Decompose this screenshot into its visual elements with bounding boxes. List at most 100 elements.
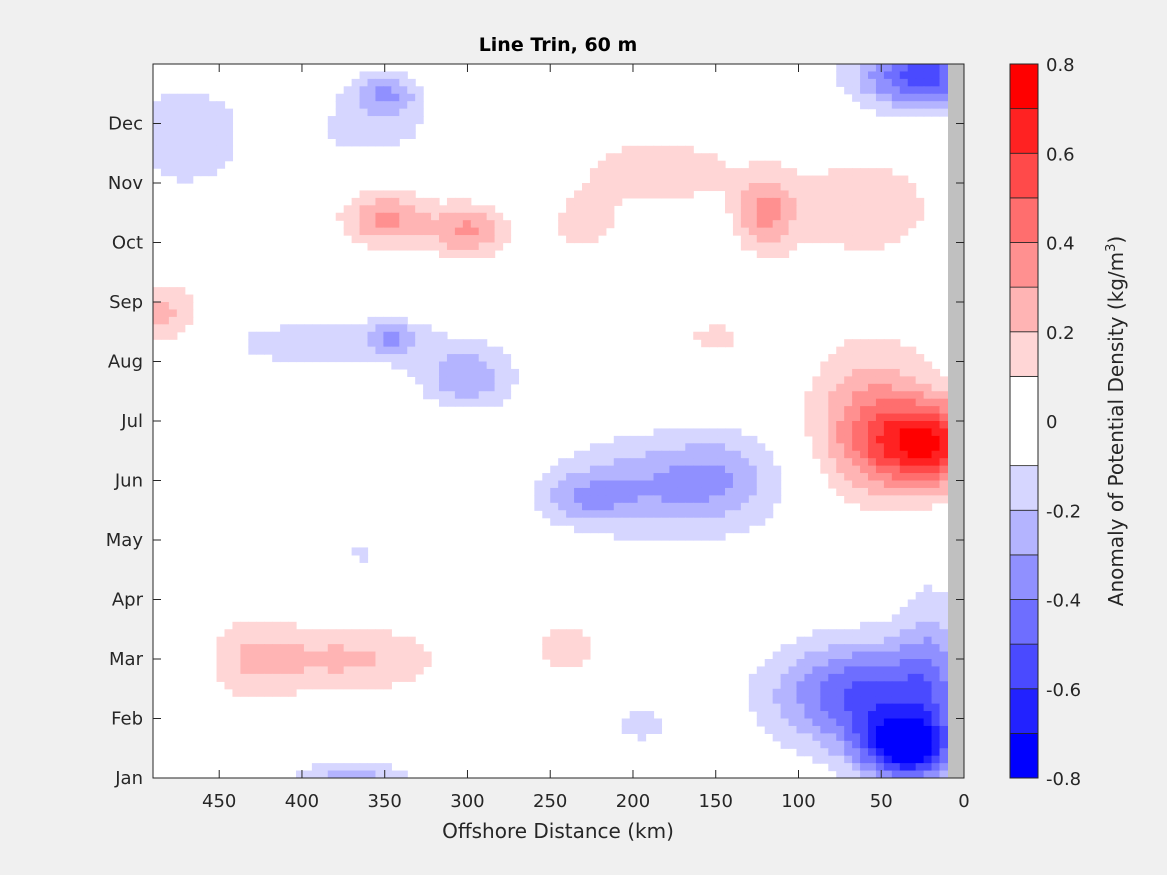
heatmap-cell xyxy=(351,227,361,236)
heatmap-cell xyxy=(915,703,925,712)
heatmap-cell xyxy=(367,235,377,244)
heatmap-field xyxy=(153,64,949,778)
heatmap-cell xyxy=(589,183,599,192)
heatmap-cell xyxy=(303,636,313,645)
heatmap-cell xyxy=(391,235,400,244)
heatmap-cell xyxy=(335,138,345,147)
heatmap-cell xyxy=(160,108,170,117)
heatmap-cell xyxy=(923,651,933,660)
heatmap-cell xyxy=(907,673,917,682)
heatmap-cell xyxy=(875,502,885,511)
heatmap-cell xyxy=(899,703,909,712)
heatmap-cell xyxy=(875,220,885,229)
heatmap-cell xyxy=(915,495,925,504)
heatmap-cell xyxy=(454,368,464,377)
heatmap-cell xyxy=(931,711,941,720)
heatmap-cell xyxy=(756,190,766,199)
heatmap-cell xyxy=(915,361,925,370)
heatmap-cell xyxy=(740,450,750,459)
heatmap-cell xyxy=(860,465,869,474)
heatmap-cell xyxy=(732,435,742,444)
heatmap-cell xyxy=(574,458,583,467)
heatmap-cell xyxy=(875,212,885,221)
heatmap-cell xyxy=(311,339,321,348)
heatmap-cell xyxy=(645,153,655,162)
heatmap-cell xyxy=(868,770,877,778)
heatmap-cell xyxy=(836,748,845,757)
colorbar-segment xyxy=(1009,152,1039,199)
heatmap-cell xyxy=(868,696,877,705)
heatmap-cell xyxy=(383,770,392,778)
heatmap-cell xyxy=(184,316,194,325)
heatmap-cell xyxy=(860,212,869,221)
heatmap-cell xyxy=(296,339,305,348)
heatmap-cell xyxy=(899,636,909,645)
heatmap-cell xyxy=(788,673,798,682)
heatmap-cell xyxy=(454,249,464,258)
heatmap-cell xyxy=(653,443,663,452)
heatmap-cell xyxy=(613,480,623,489)
heatmap-cell xyxy=(454,354,464,363)
heatmap-cell xyxy=(772,473,782,482)
heatmap-cell xyxy=(303,659,313,668)
heatmap-cell xyxy=(431,212,440,221)
heatmap-cell xyxy=(852,383,861,392)
heatmap-cell xyxy=(637,487,647,496)
heatmap-cell xyxy=(852,354,861,363)
heatmap-cell xyxy=(701,450,710,459)
heatmap-cell xyxy=(923,473,933,482)
heatmap-cell xyxy=(764,249,774,258)
heatmap-cell xyxy=(589,212,599,221)
heatmap-cell xyxy=(899,755,909,764)
heatmap-cell xyxy=(240,629,249,638)
heatmap-cell xyxy=(875,487,885,496)
heatmap-cell xyxy=(931,86,941,95)
heatmap-cell xyxy=(319,644,329,653)
heatmap-cell xyxy=(915,86,925,95)
heatmap-cell xyxy=(899,621,909,630)
heatmap-cell xyxy=(828,718,837,727)
heatmap-cell xyxy=(280,688,289,697)
heatmap-cell xyxy=(875,733,885,742)
heatmap-cell xyxy=(820,755,829,764)
heatmap-cell xyxy=(415,86,424,95)
heatmap-cell xyxy=(502,368,512,377)
heatmap-cell xyxy=(359,666,369,675)
heatmap-cell xyxy=(280,666,289,675)
heatmap-cell xyxy=(280,621,289,630)
heatmap-cell xyxy=(891,101,901,110)
heatmap-cell xyxy=(653,495,663,504)
heatmap-cell xyxy=(899,666,909,675)
heatmap-cell xyxy=(637,465,647,474)
heatmap-cell xyxy=(852,190,861,199)
heatmap-cell xyxy=(439,205,448,214)
heatmap-cell xyxy=(272,346,281,355)
heatmap-cell xyxy=(661,532,670,541)
heatmap-cell xyxy=(891,733,901,742)
heatmap-cell xyxy=(915,413,925,422)
heatmap-cell xyxy=(756,465,766,474)
heatmap-cell xyxy=(836,368,845,377)
heatmap-cell xyxy=(168,324,178,333)
heatmap-cell xyxy=(621,465,631,474)
heatmap-cell xyxy=(288,346,297,355)
heatmap-cell xyxy=(351,629,361,638)
heatmap-cell xyxy=(399,770,408,778)
heatmap-cell xyxy=(709,465,718,474)
heatmap-cell xyxy=(931,748,941,757)
heatmap-cell xyxy=(836,644,845,653)
heatmap-cell xyxy=(868,748,877,757)
heatmap-cell xyxy=(637,183,647,192)
heatmap-cell xyxy=(923,101,933,110)
heatmap-cell xyxy=(939,592,949,601)
heatmap-cell xyxy=(931,421,941,430)
heatmap-cell xyxy=(828,748,837,757)
heatmap-cell xyxy=(470,346,480,355)
heatmap-cell xyxy=(844,421,853,430)
heatmap-cell xyxy=(907,458,917,467)
heatmap-cell xyxy=(470,339,480,348)
heatmap-cell xyxy=(566,227,575,236)
heatmap-cell xyxy=(820,197,829,206)
heatmap-cell xyxy=(605,502,615,511)
heatmap-cell xyxy=(168,160,178,169)
